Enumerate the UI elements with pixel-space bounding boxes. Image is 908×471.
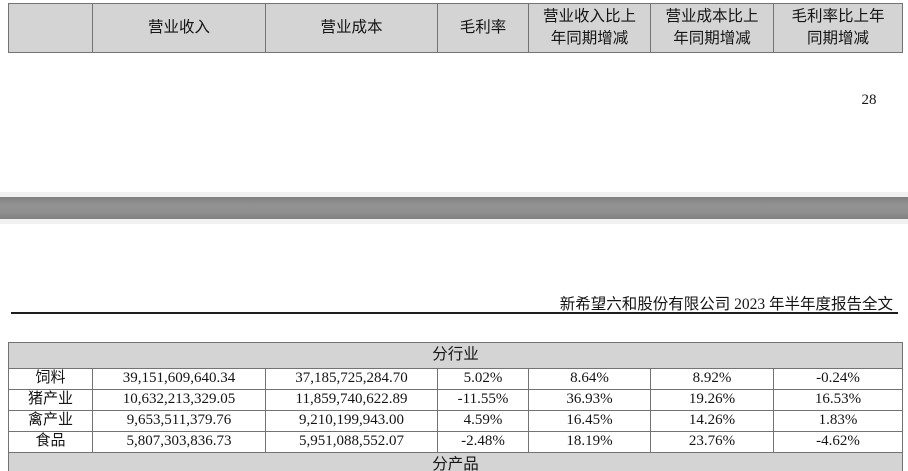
table-row: 饲料 39,151,609,640.34 37,185,725,284.70 5… [8,368,904,390]
col-header-cost-change: 营业成本比上 年同期增减 [650,3,774,53]
table-header-row: 营业收入 营业成本 毛利率 营业收入比上 年同期增减 营业成本比上 年同期增减 … [8,3,903,53]
cell-category: 饲料 [8,368,93,390]
report-header-rule [11,312,898,314]
cell-category: 食品 [8,431,93,453]
cell-revenue-change: 8.64% [528,368,651,390]
cell-margin-change: -4.62% [772,431,904,453]
page-number: 28 [861,92,877,108]
section-header-row-partial: 分产品 [7,452,904,471]
table-row: 食品 5,807,303,836.73 5,951,088,552.07 -2.… [8,431,904,453]
col-header-revenue-change: 营业收入比上 年同期增减 [528,3,651,53]
cell-cost: 5,951,088,552.07 [265,431,438,453]
cell-cost-change: 8.92% [650,368,774,390]
page-separator [0,192,908,224]
cell-revenue: 39,151,609,640.34 [92,368,266,390]
table-row: 禽产业 9,653,511,379.76 9,210,199,943.00 4.… [8,410,904,432]
col-header-revenue: 营业收入 [92,3,266,53]
table-row: 猪产业 10,632,213,329.05 11,859,740,622.89 … [8,389,904,411]
cell-cost-change: 14.26% [650,410,774,432]
cell-category: 猪产业 [8,389,93,411]
cell-margin: 4.59% [437,410,529,432]
cell-cost: 11,859,740,622.89 [265,389,438,411]
section-header-by-product: 分产品 [7,452,904,471]
cell-cost-change: 19.26% [650,389,774,411]
cell-revenue: 9,653,511,379.76 [92,410,266,432]
cell-margin: -11.55% [437,389,529,411]
cell-margin: -2.48% [437,431,529,453]
cell-revenue: 5,807,303,836.73 [92,431,266,453]
col-header-category [8,3,93,53]
cell-cost-change: 23.76% [650,431,774,453]
report-header-title: 新希望六和股份有限公司 2023 年半年度报告全文 [559,296,893,313]
cell-cost: 37,185,725,284.70 [265,368,438,390]
cell-revenue-change: 36.93% [528,389,651,411]
col-header-gross-margin: 毛利率 [437,3,529,53]
col-header-cost: 营业成本 [265,3,438,53]
page-separator-bar [0,197,908,219]
segment-table-column-headers: 营业收入 营业成本 毛利率 营业收入比上 年同期增减 营业成本比上 年同期增减 … [8,3,903,53]
cell-revenue-change: 18.19% [528,431,651,453]
section-header-by-industry: 分行业 [7,342,904,369]
cell-revenue-change: 16.45% [528,410,651,432]
segment-table-by-industry: 分行业 饲料 39,151,609,640.34 37,185,725,284.… [7,342,904,471]
cell-margin-change: -0.24% [772,368,904,390]
cell-category: 禽产业 [8,410,93,432]
cell-cost: 9,210,199,943.00 [265,410,438,432]
cell-margin-change: 1.83% [772,410,904,432]
section-header-row: 分行业 [7,342,904,369]
cell-margin: 5.02% [437,368,529,390]
col-header-margin-change: 毛利率比上年 同期增减 [773,3,903,53]
cell-margin-change: 16.53% [772,389,904,411]
cell-revenue: 10,632,213,329.05 [92,389,266,411]
